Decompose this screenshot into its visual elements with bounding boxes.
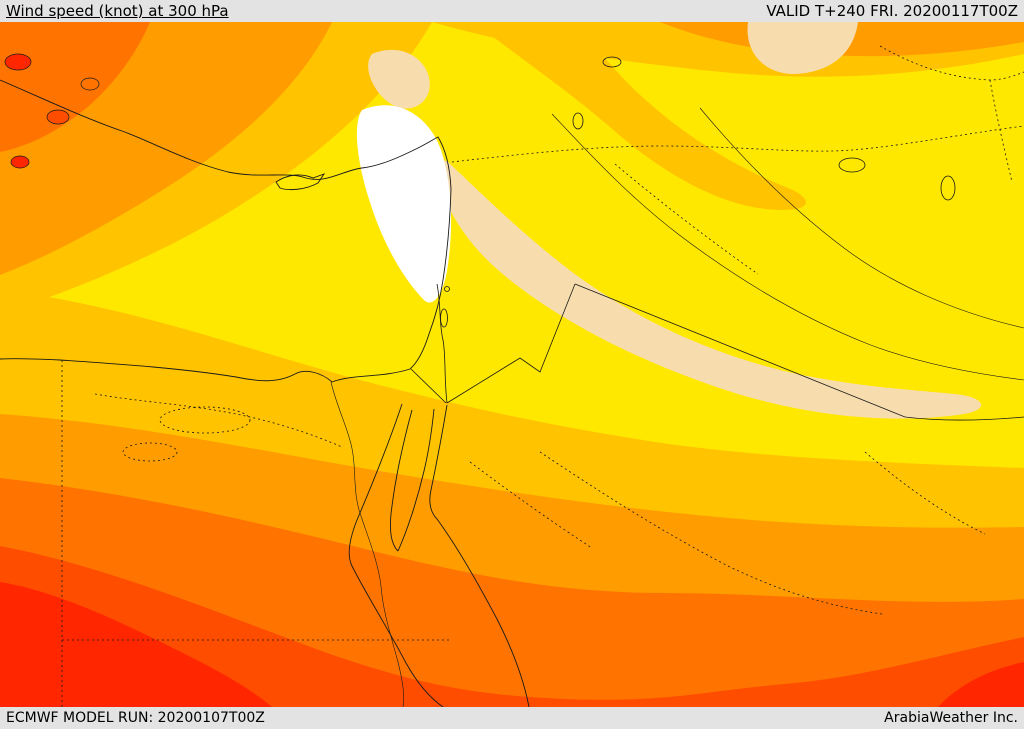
band-deep-orange-corner [0, 22, 150, 152]
rivers [330, 107, 1024, 707]
border-caucasus-1 [879, 45, 1024, 81]
border-syria-iraq [614, 163, 759, 275]
band-white-east-mediterranean [356, 105, 452, 303]
band-red-southwest [0, 582, 272, 707]
header-bar: Wind speed (knot) at 300 hPa VALID T+240… [0, 0, 1024, 22]
border-jordan-saudi [446, 283, 576, 404]
weather-map [0, 22, 1024, 707]
euphrates-river [551, 113, 1024, 381]
lake-urmia [940, 175, 956, 201]
border-iraq-saudi [574, 283, 1024, 421]
lake-dead-sea [440, 308, 448, 328]
border-saudi-dotted-1 [539, 451, 883, 615]
borders-dotted [61, 45, 1024, 707]
footer-bar: ECMWF MODEL RUN: 20200107T00Z ArabiaWeat… [0, 707, 1024, 729]
island [4, 53, 32, 71]
border-caucasus-2 [989, 79, 1013, 183]
model-run-label: ECMWF MODEL RUN: 20200107T00Z [6, 710, 265, 726]
border-saudi-dotted-2 [864, 451, 986, 535]
valid-time-label: VALID T+240 FRI. 20200117T00Z [766, 2, 1018, 20]
credit-label: ArabiaWeather Inc. [884, 710, 1018, 726]
lake-galilee [444, 286, 450, 292]
islands-aegean [4, 53, 100, 169]
wind-speed-bands [0, 22, 1024, 707]
lakes [440, 56, 956, 328]
coast-sinai-west [389, 409, 413, 552]
band-cream-northeast [747, 22, 858, 75]
nile-river [330, 381, 405, 707]
band-red-orange-south [0, 546, 1024, 707]
desert-dotted-contour [94, 393, 343, 448]
map-canvas [0, 22, 1024, 707]
border-turkey-syria-iraq [451, 125, 1024, 163]
tigris-river [699, 107, 1024, 329]
lake-tuz [602, 56, 622, 68]
border-egypt-israel [410, 368, 447, 404]
coast-red-sea-east [429, 404, 530, 707]
border-saudi-dotted-3 [469, 461, 593, 549]
island [80, 77, 100, 91]
coast-cyprus [275, 173, 326, 191]
coast-red-sea-west [348, 403, 444, 707]
borders-solid [410, 283, 1024, 421]
band-cream-top-center [368, 49, 430, 109]
coast-sinai-east [397, 408, 435, 552]
desert-depression-1 [159, 406, 251, 434]
band-red-southeast [938, 662, 1024, 707]
lake-egirdir [572, 112, 584, 130]
band-cream-southeast-streak [438, 160, 982, 419]
island [10, 155, 30, 169]
desert-depression-2 [122, 442, 178, 462]
coast-anatolia-levant-egypt [0, 79, 452, 383]
border-jordan-valley [436, 283, 448, 404]
band-gold-streak [474, 22, 806, 210]
map-title: Wind speed (knot) at 300 hPa [6, 2, 229, 20]
lake-van [838, 157, 866, 173]
island [46, 109, 70, 125]
coastlines [0, 79, 530, 707]
